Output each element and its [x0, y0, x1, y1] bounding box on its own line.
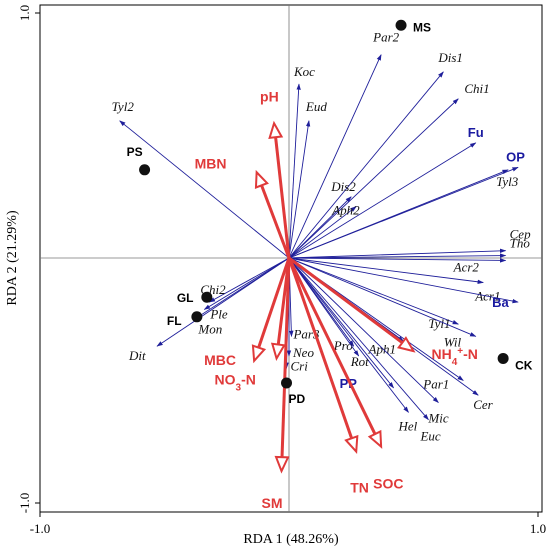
- site-label-ps: PS: [127, 145, 143, 159]
- species-label-eud: Eud: [305, 99, 327, 114]
- env-arrowhead-mbc: [253, 346, 264, 361]
- site-point-ck: [498, 353, 509, 364]
- species-label-cri: Cri: [291, 358, 309, 373]
- site-point-fl: [191, 311, 202, 322]
- species-label-koc: Koc: [293, 64, 315, 79]
- x-axis-label: RDA 1 (48.26%): [243, 532, 339, 547]
- species-vectors: Tyl2 Koc Eud Par2 Dis1 Chi1 Dis2 Aph2 Tyl3 CepTho…: [112, 30, 531, 444]
- x-tick-label: 1.0: [530, 521, 546, 536]
- env-label-ph: pH: [260, 88, 279, 104]
- species-label-aph2: Aph2: [331, 203, 360, 218]
- species-label-tho: Tho: [510, 236, 531, 251]
- species-label-dis2: Dis2: [330, 179, 356, 194]
- species-label-cer: Cer: [473, 397, 493, 412]
- species-vector-chi1: [289, 99, 458, 258]
- species-label-mon: Mon: [197, 321, 222, 336]
- species-label-mic: Mic: [427, 411, 448, 426]
- species-label-hel: Hel: [398, 418, 418, 433]
- site-point-pd: [281, 377, 292, 388]
- env-arrowhead-soc: [370, 431, 382, 446]
- species-vector-koc: [289, 84, 299, 258]
- site-label-ck: CK: [515, 358, 533, 372]
- species-vector-par2: [289, 55, 381, 258]
- species-label-par1: Par1: [422, 377, 449, 392]
- env-label-no3-n: NO3-N: [215, 371, 256, 393]
- group-label-ba: Ba: [492, 295, 509, 310]
- env-arrowhead-mbn: [256, 172, 267, 187]
- x-tick-label: -1.0: [30, 521, 51, 536]
- species-label-dis1: Dis1: [437, 50, 463, 65]
- env-label-sm: SM: [262, 495, 283, 511]
- species-label-dit: Dit: [128, 348, 146, 363]
- species-label-chi1: Chi1: [464, 81, 489, 96]
- env-label-tn: TN: [350, 480, 369, 496]
- env-arrowhead-tn: [346, 436, 357, 451]
- group-vector-op: [289, 167, 518, 258]
- species-label-ple: Ple: [209, 306, 228, 321]
- site-point-ps: [139, 164, 150, 175]
- site-label-ms: MS: [413, 20, 431, 34]
- site-point-ms: [396, 20, 407, 31]
- group-vector-fu: [289, 143, 476, 258]
- env-label-mbc: MBC: [204, 352, 236, 368]
- site-label-fl: FL: [167, 314, 182, 328]
- species-label-euc: Euc: [419, 429, 440, 444]
- group-vector-ba: [289, 258, 518, 302]
- species-label-tyl2: Tyl2: [112, 99, 135, 114]
- group-label-fu: Fu: [468, 125, 484, 140]
- site-label-gl: GL: [177, 291, 194, 305]
- species-label-rot: Rot: [350, 354, 369, 369]
- species-label-acr2: Acr2: [453, 259, 480, 274]
- site-label-pd: PD: [289, 392, 306, 406]
- site-point-gl: [201, 292, 212, 303]
- y-axis-label: RDA 2 (21.29%): [5, 210, 20, 306]
- env-arrowhead-no3-n: [272, 344, 284, 359]
- y-tick-label: 1.0: [17, 5, 32, 21]
- env-arrowhead-sm: [276, 457, 288, 471]
- env-arrowhead-ph: [270, 123, 282, 138]
- species-label-tyl1: Tyl1: [428, 316, 450, 331]
- env-label-soc: SOC: [373, 476, 403, 492]
- species-label-tyl3: Tyl3: [496, 174, 519, 189]
- species-label-par2: Par2: [372, 30, 400, 45]
- group-label-op: OP: [506, 149, 525, 164]
- y-tick-label: -1.0: [17, 493, 32, 514]
- env-label-mbn: MBN: [195, 155, 227, 171]
